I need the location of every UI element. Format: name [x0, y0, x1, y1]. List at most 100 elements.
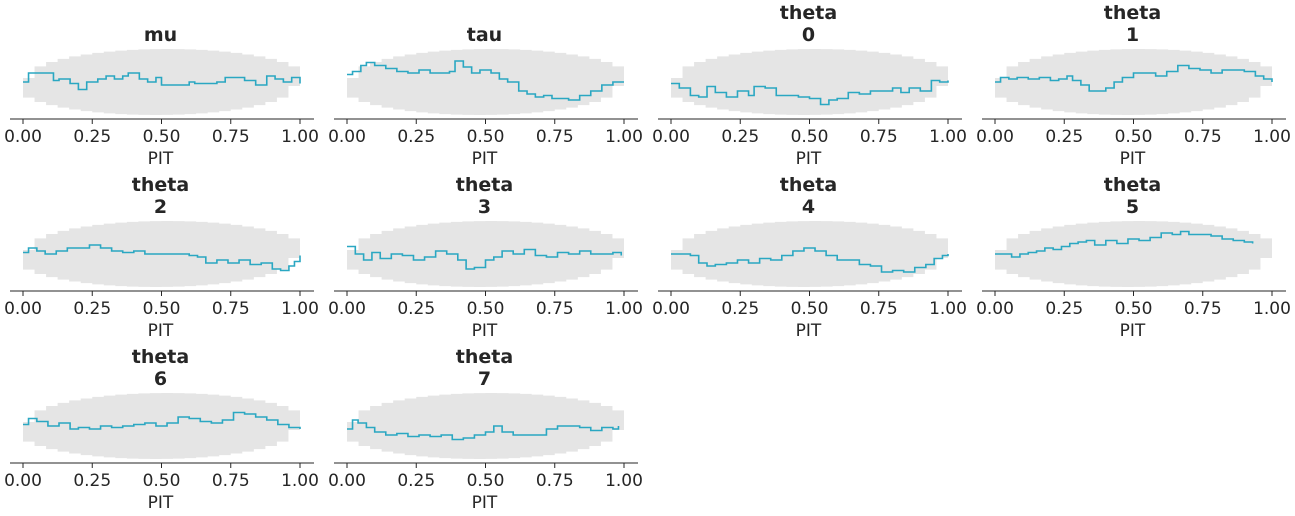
x-tick-label: 0.75	[536, 299, 574, 319]
x-tick-label: 0.75	[1184, 127, 1222, 147]
x-tick-label: 0.50	[791, 127, 829, 147]
x-tick-label: 0.50	[1115, 127, 1153, 147]
envelope-band	[671, 49, 948, 115]
subplot-title: theta	[456, 174, 513, 196]
pit-line	[347, 60, 624, 101]
pit-line	[23, 411, 301, 430]
x-tick-label: 0.25	[397, 299, 435, 319]
pit-line	[995, 230, 1254, 258]
x-axis-label: PIT	[148, 149, 174, 169]
x-tick-label: 0.50	[1115, 299, 1153, 319]
subplot-title: theta	[780, 174, 837, 196]
x-axis-label: PIT	[148, 493, 174, 513]
x-tick-label: 1.00	[281, 299, 319, 319]
x-axis-label: PIT	[1120, 149, 1146, 169]
subplot-title-index: 4	[802, 196, 815, 218]
x-tick-label: 0.75	[212, 299, 250, 319]
x-tick-label: 1.00	[1253, 127, 1291, 147]
subplot-title-index: 1	[1126, 24, 1139, 46]
subplot-title-index: 3	[478, 196, 491, 218]
subplot-title: theta	[132, 346, 189, 368]
x-tick-label: 0.00	[652, 299, 690, 319]
x-tick-label: 1.00	[605, 299, 643, 319]
x-tick-label: 0.00	[4, 127, 42, 147]
x-tick-label: 0.50	[467, 471, 505, 491]
pit-line	[671, 79, 949, 106]
x-tick-label: 0.75	[536, 471, 574, 491]
x-axis-label: PIT	[1120, 321, 1146, 341]
x-tick-label: 1.00	[281, 471, 319, 491]
x-tick-label: 1.00	[605, 471, 643, 491]
envelope-band	[995, 49, 1272, 115]
x-tick-label: 0.00	[4, 471, 42, 491]
pit-line	[995, 64, 1273, 92]
x-tick-label: 0.25	[73, 299, 111, 319]
x-axis-label: PIT	[472, 321, 498, 341]
x-tick-label: 0.50	[467, 299, 505, 319]
x-tick-label: 0.75	[1184, 299, 1222, 319]
x-tick-label: 0.25	[1045, 127, 1083, 147]
x-tick-label: 0.75	[212, 471, 250, 491]
pit-line	[347, 245, 623, 270]
subplot-title-index: 0	[802, 24, 815, 46]
subplot-title: mu	[144, 24, 177, 46]
x-tick-label: 1.00	[281, 127, 319, 147]
x-tick-label: 0.75	[860, 299, 898, 319]
pit-line	[347, 419, 620, 441]
x-tick-label: 0.25	[721, 127, 759, 147]
x-tick-label: 0.50	[143, 299, 181, 319]
envelope-band	[995, 221, 1272, 287]
subplot-1: tau 0.00 0.25 0.50 0.75 1.00 PIT	[328, 24, 643, 169]
envelope-band	[347, 49, 624, 115]
x-tick-label: 1.00	[1253, 299, 1291, 319]
x-tick-label: 0.75	[212, 127, 250, 147]
x-tick-label: 0.50	[791, 299, 829, 319]
x-tick-label: 0.25	[1045, 299, 1083, 319]
x-axis-label: PIT	[472, 149, 498, 169]
pit-line	[23, 72, 301, 91]
subplot-title-index: 7	[478, 368, 491, 390]
subplot-title: theta	[1104, 2, 1161, 24]
pit-line	[23, 244, 301, 272]
x-axis-label: PIT	[148, 321, 174, 341]
subplot-title: theta	[132, 174, 189, 196]
x-tick-label: 1.00	[929, 299, 967, 319]
x-tick-label: 1.00	[605, 127, 643, 147]
x-tick-label: 0.75	[536, 127, 574, 147]
envelope-band	[671, 221, 948, 287]
x-tick-label: 0.25	[397, 127, 435, 147]
pit-line	[671, 247, 949, 273]
subplot-title: tau	[467, 24, 502, 46]
x-tick-label: 0.25	[397, 471, 435, 491]
x-tick-label: 0.25	[73, 471, 111, 491]
x-axis-label: PIT	[796, 321, 822, 341]
x-tick-label: 0.75	[860, 127, 898, 147]
x-tick-label: 0.00	[328, 471, 366, 491]
x-tick-label: 0.50	[143, 127, 181, 147]
x-tick-label: 0.00	[328, 299, 366, 319]
subplot-title: theta	[456, 346, 513, 368]
x-tick-label: 0.00	[328, 127, 366, 147]
subplot-title: theta	[1104, 174, 1161, 196]
x-axis-label: PIT	[796, 149, 822, 169]
x-axis-label: PIT	[472, 493, 498, 513]
envelope-band	[347, 221, 624, 287]
x-tick-label: 1.00	[929, 127, 967, 147]
envelope-band	[347, 393, 624, 459]
subplot-title: theta	[780, 2, 837, 24]
x-tick-label: 0.50	[467, 127, 505, 147]
subplot-title-index: 2	[154, 196, 167, 218]
subplot-title-index: 5	[1126, 196, 1139, 218]
x-tick-label: 0.00	[652, 127, 690, 147]
x-tick-label: 0.25	[721, 299, 759, 319]
subplot-0: mu 0.00 0.25 0.50 0.75 1.00 PIT	[4, 24, 319, 169]
